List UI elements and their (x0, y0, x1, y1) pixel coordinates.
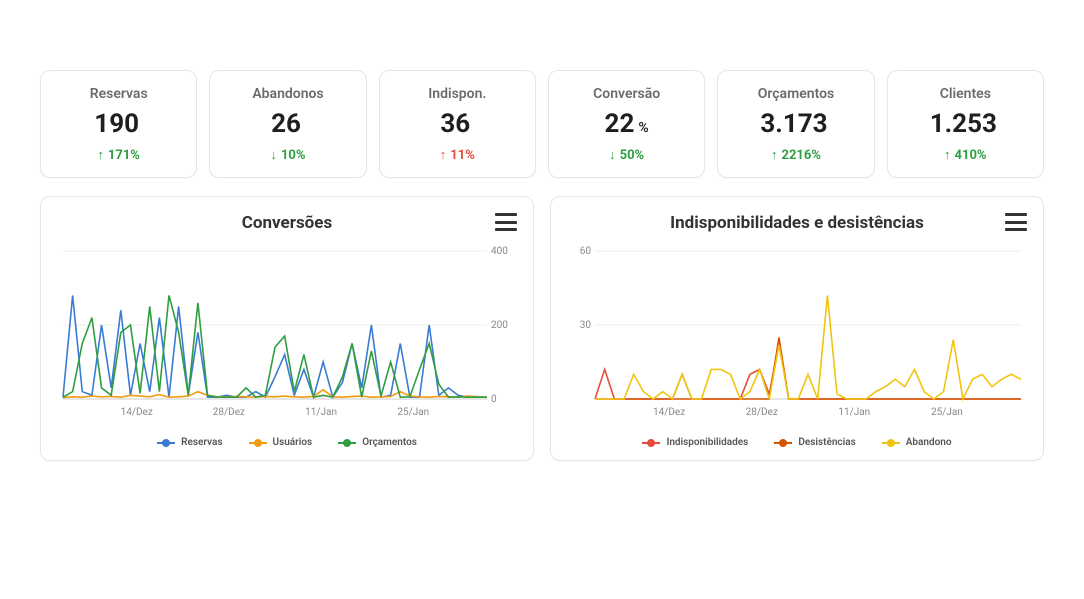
kpi-delta-value: 10% (281, 148, 306, 163)
kpi-card-conversao: Conversão 22 % 50% (548, 70, 705, 178)
kpi-delta-value: 410% (955, 148, 987, 163)
svg-text:14/Dez: 14/Dez (121, 407, 153, 418)
chart-header: Conversões (57, 213, 517, 233)
kpi-value-line: 1.253 (898, 111, 1033, 137)
legend-swatch-icon (249, 442, 267, 444)
kpi-value-line: 190 (51, 111, 186, 137)
chart-card-conversoes: Conversões 0 200 400 14/Dez 28/Dez 11/Jan 25/J… (40, 196, 534, 461)
arrow-down-icon (609, 147, 616, 163)
legend-swatch-icon (338, 442, 356, 444)
kpi-value: 1.253 (930, 111, 997, 137)
svg-text:30: 30 (580, 320, 592, 331)
arrow-up-icon (944, 147, 951, 163)
svg-text:200: 200 (491, 320, 508, 331)
svg-text:25/Jan: 25/Jan (931, 407, 963, 418)
chart-menu-icon[interactable] (1005, 213, 1027, 231)
chart-plot-indisponibilidades: 30 60 14/Dez 28/Dez 11/Jan 25/Jan (567, 241, 1027, 421)
legend-label: Desistências (798, 437, 855, 448)
svg-text:0: 0 (491, 394, 497, 405)
kpi-title: Reservas (51, 87, 186, 101)
kpi-delta-value: 11% (450, 148, 475, 163)
svg-text:11/Jan: 11/Jan (305, 407, 337, 418)
chart-plot-conversoes: 0 200 400 14/Dez 28/Dez 11/Jan 25/Jan (57, 241, 517, 421)
legend-item[interactable]: Usuários (249, 437, 313, 448)
legend-item[interactable]: Orçamentos (338, 437, 417, 448)
kpi-title: Orçamentos (728, 87, 863, 101)
svg-text:11/Jan: 11/Jan (838, 407, 870, 418)
kpi-delta-value: 50% (620, 148, 645, 163)
legend-item[interactable]: Indisponibilidades (642, 437, 748, 448)
kpi-delta: 410% (898, 147, 1033, 163)
kpi-value: 26 (271, 111, 301, 137)
arrow-up-icon (97, 147, 104, 163)
kpi-delta: 171% (51, 147, 186, 163)
chart-menu-icon[interactable] (495, 213, 517, 231)
kpi-card-reservas: Reservas 190 171% (40, 70, 197, 178)
kpi-delta-value: 2216% (782, 148, 821, 163)
chart-legend-conversoes: Reservas Usuários Orçamentos (57, 437, 517, 448)
legend-label: Orçamentos (362, 437, 417, 448)
kpi-title: Clientes (898, 87, 1033, 101)
kpi-delta: 10% (220, 147, 355, 163)
arrow-up-icon (440, 147, 447, 163)
kpi-value: 36 (440, 111, 470, 137)
kpi-value-line: 26 (220, 111, 355, 137)
chart-header: Indisponibilidades e desistências (567, 213, 1027, 233)
svg-text:28/Dez: 28/Dez (213, 407, 245, 418)
legend-swatch-icon (157, 442, 175, 444)
svg-text:60: 60 (580, 246, 592, 257)
chart-card-indisponibilidades: Indisponibilidades e desistências 30 60 14… (550, 196, 1044, 461)
arrow-down-icon (270, 147, 277, 163)
kpi-value: 190 (94, 111, 139, 137)
legend-label: Indisponibilidades (666, 437, 748, 448)
kpi-title: Conversão (559, 87, 694, 101)
kpi-row: Reservas 190 171% Abandonos 26 10% Indis… (40, 70, 1044, 178)
chart-legend-indisponibilidades: Indisponibilidades Desistências Abandono (567, 437, 1027, 448)
charts-row: Conversões 0 200 400 14/Dez 28/Dez 11/Jan 25/J… (40, 196, 1044, 461)
svg-text:28/Dez: 28/Dez (746, 407, 778, 418)
legend-swatch-icon (774, 442, 792, 444)
svg-text:400: 400 (491, 246, 508, 257)
chart-title: Conversões (242, 213, 332, 233)
legend-label: Abandono (906, 437, 952, 448)
arrow-up-icon (771, 147, 778, 163)
legend-label: Usuários (273, 437, 313, 448)
legend-item[interactable]: Desistências (774, 437, 855, 448)
svg-text:14/Dez: 14/Dez (653, 407, 685, 418)
kpi-delta: 11% (390, 147, 525, 163)
kpi-title: Abandonos (220, 87, 355, 101)
kpi-value: 22 (605, 111, 635, 137)
svg-text:25/Jan: 25/Jan (397, 407, 429, 418)
kpi-suffix: % (638, 120, 648, 136)
kpi-card-indispon: Indispon. 36 11% (379, 70, 536, 178)
legend-label: Reservas (181, 437, 222, 448)
kpi-value-line: 22 % (559, 111, 694, 137)
legend-swatch-icon (882, 442, 900, 444)
kpi-delta: 50% (559, 147, 694, 163)
legend-item[interactable]: Reservas (157, 437, 222, 448)
kpi-card-clientes: Clientes 1.253 410% (887, 70, 1044, 178)
legend-swatch-icon (642, 442, 660, 444)
kpi-card-abandonos: Abandonos 26 10% (209, 70, 366, 178)
kpi-value-line: 36 (390, 111, 525, 137)
kpi-delta-value: 171% (108, 148, 140, 163)
kpi-delta: 2216% (728, 147, 863, 163)
kpi-value: 3.173 (760, 111, 827, 137)
chart-title: Indisponibilidades e desistências (670, 213, 924, 233)
kpi-card-orcamentos: Orçamentos 3.173 2216% (717, 70, 874, 178)
kpi-title: Indispon. (390, 87, 525, 101)
kpi-value-line: 3.173 (728, 111, 863, 137)
legend-item[interactable]: Abandono (882, 437, 952, 448)
